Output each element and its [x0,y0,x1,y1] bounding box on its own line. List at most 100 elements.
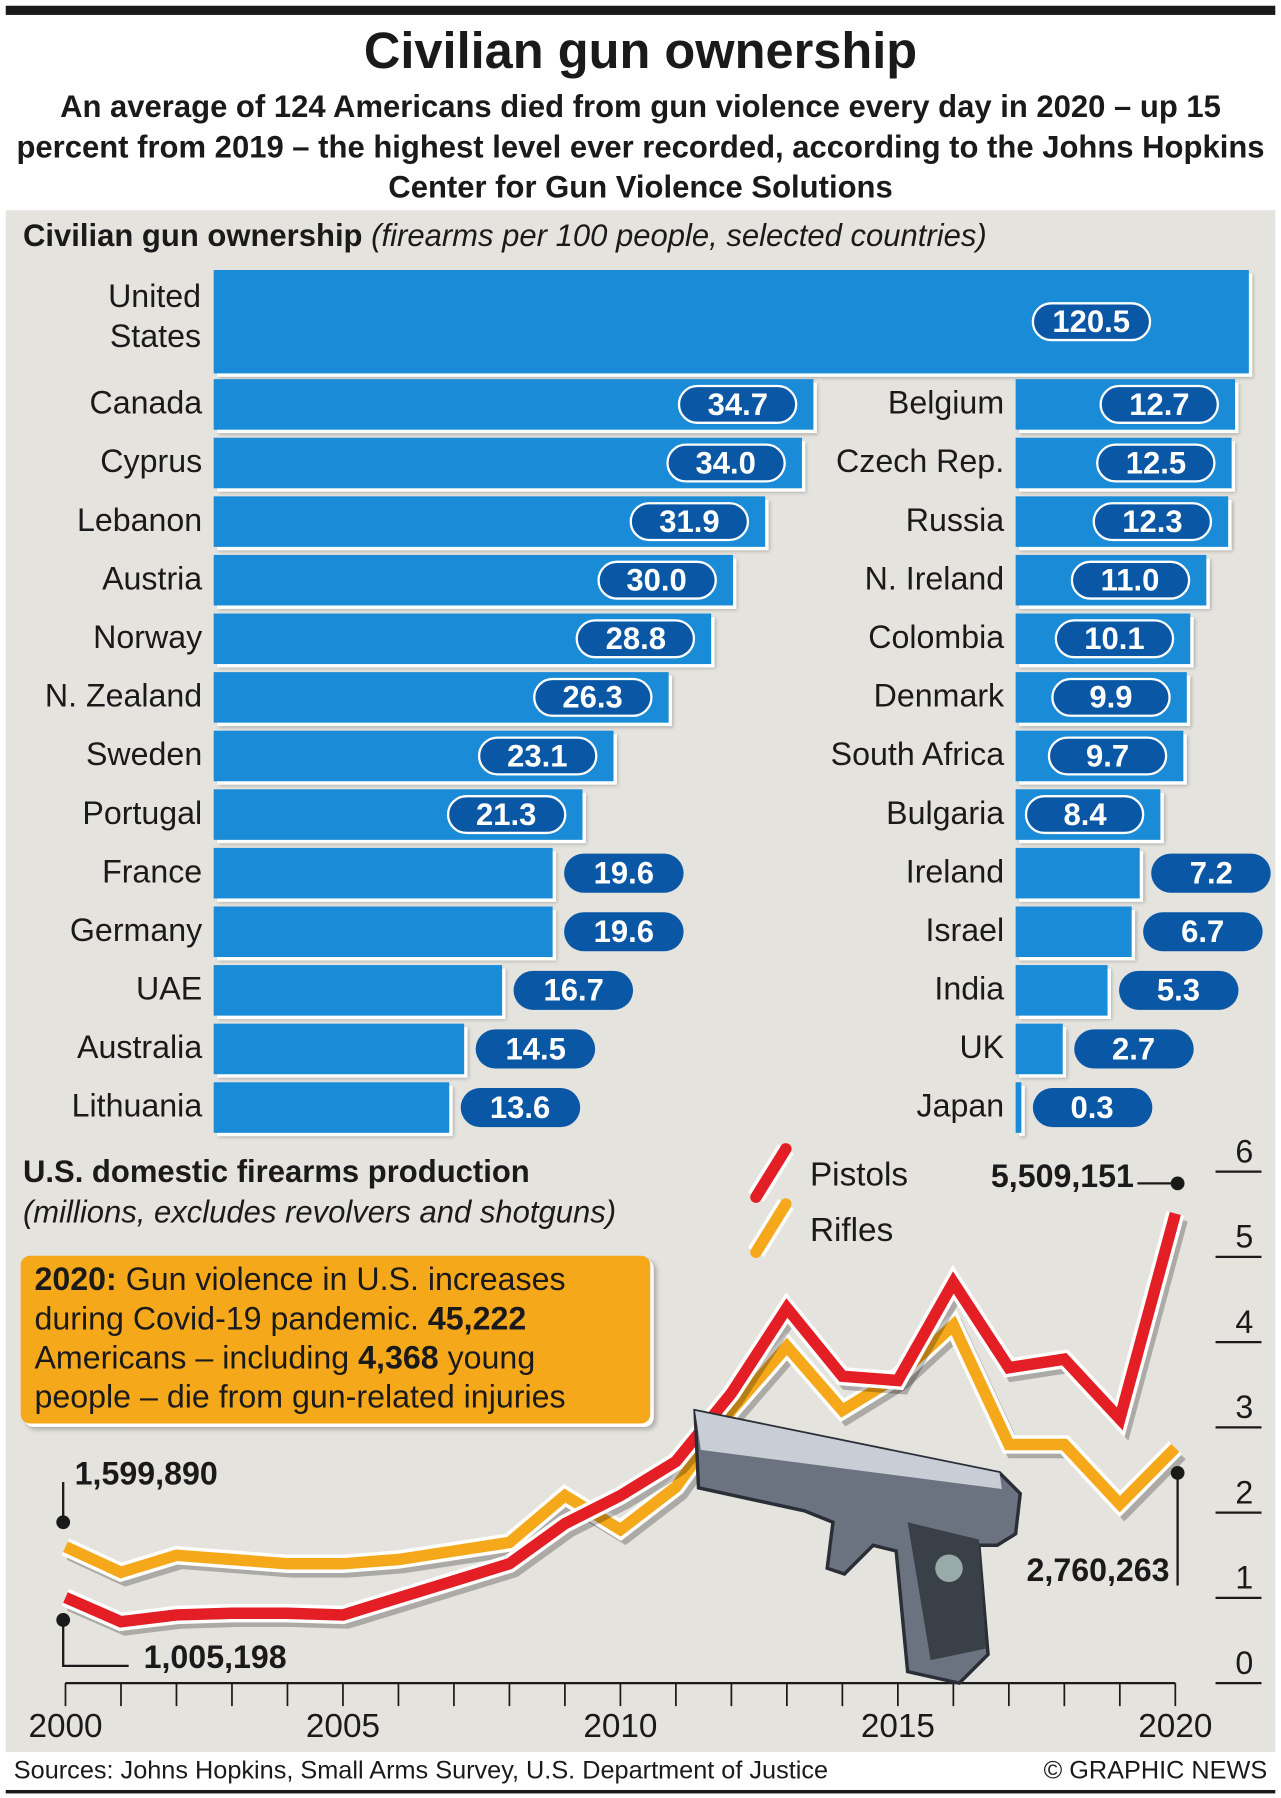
value-label: 2.7 [1073,1029,1194,1069]
bar-label: Cyprus [100,443,203,480]
bar-label: Lithuania [71,1088,203,1124]
value-label: 19.6 [564,853,684,893]
value-label: 7.2 [1151,853,1272,893]
y-tick-label: 3 [1235,1389,1253,1425]
pistol-illustration [693,1408,1023,1686]
bar-label: Japan [916,1088,1005,1124]
bar [213,1023,465,1075]
bar-label: UK [959,1029,1005,1066]
bar-label: Sweden [85,736,203,773]
bar [213,1082,449,1133]
bar [213,847,553,899]
bar-label: Israel [925,912,1005,948]
bar-label: Czech Rep. [836,443,1005,480]
bar-label: Belgium [887,384,1005,421]
value-label: 31.9 [629,502,750,542]
bar-label: Lebanon [76,502,203,538]
bar [213,906,553,958]
y-tick-label: 6 [1235,1133,1253,1169]
x-tick-label: 2020 [1138,1708,1212,1745]
value-label: 30.0 [596,560,717,600]
series-line-rifles [63,1315,1180,1579]
bar-label: Austria [102,560,203,597]
y-tick-label: 2 [1235,1474,1253,1510]
bar-label: United States [108,278,202,354]
legend-swatch-pistols [750,1143,792,1203]
value-label: 120.5 [1031,302,1151,342]
value-label: 12.3 [1092,502,1213,542]
value-label: 34.7 [678,384,798,424]
annotation-dot [56,1613,71,1627]
value-label: 9.7 [1047,736,1168,776]
value-label: 16.7 [513,970,634,1010]
value-label: 6.7 [1142,912,1263,952]
value-label: 34.0 [666,443,786,483]
bar [1015,965,1108,1016]
y-tick-label: 0 [1235,1645,1253,1681]
bar-chart-heading: Civilian gun ownership (firearms per 100… [22,218,987,253]
bar [1015,847,1141,899]
bar-label: N. Ireland [864,560,1005,597]
sources: Sources: Johns Hopkins, Small Arms Surve… [13,1755,829,1785]
y-tick-label: 4 [1235,1304,1253,1340]
value-label: 28.8 [576,619,696,659]
page-subtitle: An average of 124 Americans died from gu… [16,89,1265,205]
legend-label: Pistols [810,1157,908,1194]
leader-line [62,1619,129,1668]
bar-label: Australia [77,1029,203,1066]
bar-label: Colombia [868,619,1005,655]
bar-label: UAE [136,970,203,1007]
callout-box: 2020: Gun violence in U.S. increases dur… [20,1255,651,1424]
annotation-label: 1,005,198 [144,1639,287,1675]
bar-label: N. Zealand [44,677,203,714]
value-label: 11.0 [1070,560,1190,600]
line-chart-heading: U.S. domestic firearms production [22,1154,530,1190]
legend-label: Rifles [810,1212,893,1249]
value-label: 19.6 [564,912,684,952]
bar-label: India [934,970,1005,1007]
annotation-label: 5,509,151 [991,1158,1134,1194]
page-title: Civilian gun ownership [363,22,918,80]
y-tick-label: 1 [1235,1560,1253,1596]
value-label: 12.7 [1099,384,1220,424]
credit: © GRAPHIC NEWS [1043,1755,1268,1785]
value-label: 26.3 [532,677,653,717]
bar-label: Russia [905,502,1005,538]
footer: Sources: Johns Hopkins, Small Arms Surve… [14,1756,1267,1786]
bar-label: Bulgaria [886,795,1005,831]
bar-label: France [102,853,203,890]
value-label: 21.3 [446,795,566,835]
value-label: 14.5 [475,1029,596,1069]
bar-label: Norway [93,619,203,655]
value-label: 10.1 [1054,619,1175,659]
bar-label: Denmark [873,677,1005,714]
series-line-pistols [63,1212,1181,1628]
legend-swatch-rifles [750,1198,792,1259]
annotation-label: 2,760,263 [1027,1552,1170,1588]
value-label: 9.9 [1051,677,1171,717]
bar [213,965,503,1016]
bar-label: South Africa [830,736,1005,773]
bar [1015,1023,1063,1075]
bar-label: Portugal [82,795,203,831]
bar-label: Germany [69,912,203,948]
bar [1015,1082,1021,1133]
bar-label: Canada [89,384,203,421]
value-label: 23.1 [477,736,598,776]
value-label: 13.6 [460,1088,580,1128]
value-label: 8.4 [1025,795,1145,835]
bar-label: Ireland [905,853,1005,890]
value-label: 5.3 [1118,970,1239,1010]
x-tick-label: 2000 [28,1708,102,1745]
top-rule [5,5,1276,15]
line-chart-subheading: (millions, excludes revolvers and shotgu… [22,1194,617,1230]
x-tick-label: 2005 [306,1708,380,1745]
value-label: 12.5 [1096,443,1216,483]
bottom-rule [5,1789,1276,1794]
x-tick-label: 2015 [861,1708,935,1745]
bar [1015,906,1132,958]
x-tick-label: 2010 [583,1708,657,1745]
annotation-label: 1,599,890 [75,1455,218,1491]
